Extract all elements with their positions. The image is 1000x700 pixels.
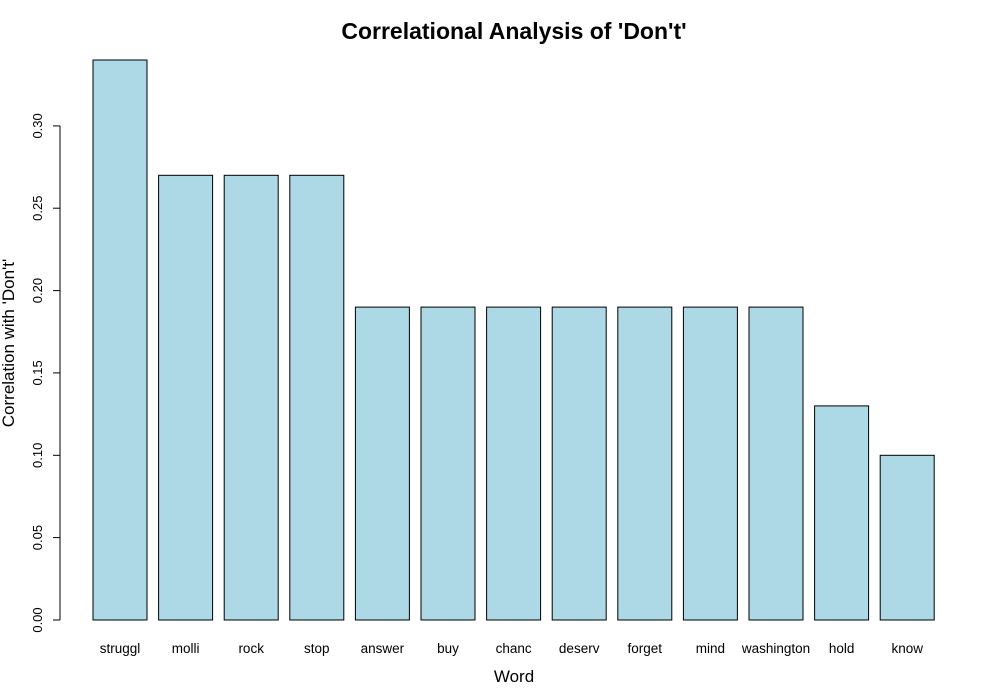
x-tick-label: know bbox=[891, 641, 923, 656]
y-tick-label: 0.25 bbox=[30, 196, 45, 221]
bar-buy bbox=[420, 306, 476, 621]
bar-forget bbox=[617, 306, 673, 621]
bar-rock bbox=[223, 174, 279, 621]
y-axis: 0.00 0.05 0.10 0.15 0.20 0.25 0.30 bbox=[30, 113, 61, 633]
y-tick-label: 0.10 bbox=[30, 443, 45, 468]
y-axis-label: Correlation with 'Don't' bbox=[0, 259, 18, 427]
x-tick-label: buy bbox=[437, 641, 459, 656]
bar-struggl bbox=[92, 59, 148, 621]
x-tick-label: deserv bbox=[559, 641, 600, 656]
y-tick-label: 0.05 bbox=[30, 525, 45, 550]
chart-title: Correlational Analysis of 'Don't' bbox=[341, 18, 686, 44]
bar-molli bbox=[158, 174, 214, 621]
bar-know bbox=[879, 454, 935, 621]
x-tick-label: chanc bbox=[496, 641, 532, 656]
bar-chanc bbox=[486, 306, 542, 621]
x-axis-label: Word bbox=[494, 667, 534, 686]
bars bbox=[92, 59, 935, 621]
x-tick-label: molli bbox=[172, 641, 200, 656]
x-tick-label: hold bbox=[829, 641, 855, 656]
y-tick-label: 0.00 bbox=[30, 607, 45, 632]
x-tick-label: answer bbox=[361, 641, 405, 656]
bar-stop bbox=[289, 174, 345, 621]
y-tick-label: 0.20 bbox=[30, 278, 45, 303]
x-tick-label: washington bbox=[741, 641, 810, 656]
x-axis-tick-labels: struggl molli rock stop answer buy chanc deserv… bbox=[100, 641, 923, 656]
bar-hold bbox=[814, 405, 870, 621]
x-tick-label: forget bbox=[628, 641, 663, 656]
x-tick-label: mind bbox=[696, 641, 725, 656]
bar-washington bbox=[748, 306, 804, 621]
x-tick-label: struggl bbox=[100, 641, 141, 656]
bar-mind bbox=[682, 306, 738, 621]
y-tick-label: 0.15 bbox=[30, 360, 45, 385]
bar-answer bbox=[354, 306, 410, 621]
x-tick-label: rock bbox=[238, 641, 264, 656]
x-tick-label: stop bbox=[304, 641, 330, 656]
bar-deserv bbox=[551, 306, 607, 621]
y-tick-label: 0.30 bbox=[30, 113, 45, 138]
